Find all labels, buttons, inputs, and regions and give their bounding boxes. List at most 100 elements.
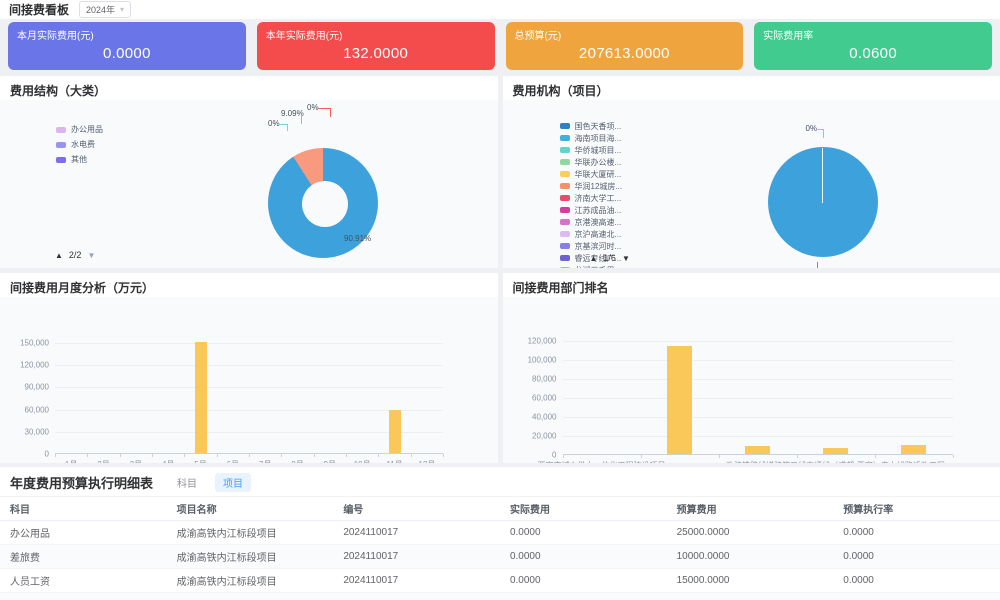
table-cell: 2024110017 xyxy=(333,592,500,600)
label-connector xyxy=(330,239,341,240)
axis-tick xyxy=(346,454,347,457)
legend-swatch xyxy=(559,171,570,177)
y-axis-tick-label: 60,000 xyxy=(24,405,49,415)
legend-swatch xyxy=(559,159,570,165)
project-pie-chart[interactable] xyxy=(767,147,878,257)
legend-label: 海南项目海... xyxy=(574,133,622,143)
legend-item[interactable]: 华润12城房... xyxy=(559,180,622,192)
legend-item[interactable]: 济南大学工... xyxy=(559,192,623,204)
table-row[interactable]: 人员工资 成渝高铁内江标段项目 2024110017 0.0000 15000.0000… xyxy=(0,568,1000,593)
gridline xyxy=(55,431,443,433)
x-axis-tick-label: 3月 xyxy=(130,459,142,463)
legend-label: 办公用品 xyxy=(71,125,103,134)
panel-title: 间接费用部门排名 xyxy=(512,281,609,295)
legend-item[interactable]: 国色天香项... xyxy=(559,120,623,132)
stat-card-label: 本年实际费用(元) xyxy=(265,31,343,42)
label-connector xyxy=(330,108,331,117)
legend-swatch xyxy=(56,156,66,163)
label-connector xyxy=(816,262,818,268)
legend-item[interactable]: 水电费 xyxy=(56,137,103,152)
stat-card-label: 实际费用率 xyxy=(763,31,814,42)
y-axis-tick-label: 120,000 xyxy=(527,336,557,346)
y-axis-tick-label: 80,000 xyxy=(532,374,557,384)
legend-pager: ▲ 2/2 ▼ xyxy=(55,250,95,260)
panel-expense-structure: 费用结构（大类） 办公用品 水电费 其他 0% 9.09% 0% 90.91% ▲ xyxy=(0,76,498,268)
legend-swatch xyxy=(559,147,570,153)
gridline xyxy=(562,378,953,380)
label-connector xyxy=(287,124,288,131)
gridline xyxy=(562,398,953,399)
axis-tick xyxy=(952,455,954,458)
axis-tick xyxy=(313,454,315,457)
stat-card-value: 132.0000 xyxy=(343,45,409,62)
x-axis-tick-label: 6月 xyxy=(227,459,239,463)
legend-item[interactable]: 海南项目海... xyxy=(559,132,623,144)
budget-detail-table-panel: 年度费用预算执行明细表 科目 项目 科目 项目名称 编号 实际费用 预算费用 预算执行率 … xyxy=(0,467,1000,600)
table-cell: 成渝高铁内江标段项目 xyxy=(166,544,334,569)
bar[interactable] xyxy=(901,444,926,454)
legend-label: 京沪高速北... xyxy=(574,229,622,239)
legend-swatch xyxy=(559,183,570,189)
page-title: 间接费看板 xyxy=(9,3,70,17)
table-cell: 人员工资 xyxy=(0,568,167,593)
legend-item[interactable]: 京沪高速北... xyxy=(559,228,623,240)
panel-body: 150,000 120,000 90,000 60,000 30,000 0 1月 2月 3月 4… xyxy=(0,297,498,463)
bar[interactable] xyxy=(667,345,692,454)
gridline xyxy=(55,387,443,389)
project-legend: 国色天香项... 海南项目海... 华侨城项目... 华联办公楼... 华联大厦研...… xyxy=(559,120,623,268)
label-connector xyxy=(330,229,331,239)
panel-body: 国色天香项... 海南项目海... 华侨城项目... 华联办公楼... 华联大厦研...… xyxy=(502,100,1000,268)
chevron-down-icon: ▾ xyxy=(120,4,125,14)
stat-card-year-actual: 本年实际费用(元) 132.0000 xyxy=(256,22,495,70)
legend-swatch xyxy=(559,195,570,201)
page-down-icon[interactable]: ▼ xyxy=(87,250,96,260)
tab-project[interactable]: 项目 xyxy=(215,473,252,492)
legend-item[interactable]: 睿远专线广... xyxy=(559,252,623,264)
label-connector xyxy=(822,129,824,138)
bar[interactable] xyxy=(194,342,207,453)
bar[interactable] xyxy=(388,410,401,453)
panel-body: 120,000 100,000 80,000 60,000 40,000 20,000 0西… xyxy=(502,297,1000,463)
legend-item[interactable]: 江苏成品油... xyxy=(559,204,623,216)
legend-swatch xyxy=(56,141,66,148)
table-row[interactable]: 办公用品 成渝高铁内江标段项目 2024110017 0.0000 25000.0000… xyxy=(0,520,1000,545)
legend-swatch xyxy=(559,255,570,261)
pie-slice-divider xyxy=(821,148,823,203)
page-up-icon[interactable]: ▲ xyxy=(55,250,63,260)
year-select-value: 2024年 xyxy=(86,5,116,15)
legend-swatch xyxy=(559,243,570,249)
legend-label: 江苏成品油... xyxy=(574,205,622,215)
legend-item[interactable]: 其他 xyxy=(56,152,103,167)
panel-title: 费用结构（大类） xyxy=(10,84,107,98)
table-title: 年度费用预算执行明细表 xyxy=(10,476,154,491)
year-select[interactable]: 2024年 ▾ xyxy=(79,1,132,18)
top-bar: 间接费看板 2024年 ▾ xyxy=(0,0,1000,19)
stat-card-label: 总预算(元) xyxy=(514,31,562,42)
label-connector xyxy=(279,124,287,125)
legend-item[interactable]: 京基滨河时... xyxy=(559,240,623,252)
panel-monthly-analysis: 间接费用月度分析（万元） 150,000 120,000 90,000 60,000 3… xyxy=(0,273,498,463)
legend-item[interactable]: 华侨城项目... xyxy=(559,144,623,156)
monthly-bar-chart: 150,000 120,000 90,000 60,000 30,000 0 1月 2月 3月 4… xyxy=(20,339,444,463)
page-down-icon[interactable]: ▼ xyxy=(621,253,630,263)
stat-card-label: 本月实际费用(元) xyxy=(17,31,94,42)
gridline xyxy=(562,436,953,437)
tab-subject[interactable]: 科目 xyxy=(177,479,198,490)
donut-hole xyxy=(302,181,348,227)
bar[interactable] xyxy=(745,445,770,454)
axis-tick xyxy=(874,455,876,458)
donut-label-0pct-left: 0% xyxy=(268,119,280,128)
table-row[interactable]: 差旅费 成渝高铁内江标段项目 2024110017 0.0000 10000.0000 0… xyxy=(0,544,1000,569)
legend-item[interactable]: 华联大厦研... xyxy=(559,168,623,180)
legend-item[interactable]: 办公用品 xyxy=(56,122,103,137)
gridline xyxy=(562,454,953,455)
page-indicator: 2/2 xyxy=(68,250,82,260)
page-up-icon[interactable]: ▲ xyxy=(589,253,598,263)
legend-item[interactable]: 京港澳高速... xyxy=(559,216,623,228)
legend-item[interactable]: 华联办公楼... xyxy=(559,156,623,168)
bar[interactable] xyxy=(823,447,848,454)
legend-item[interactable]: 龙湖三千里... xyxy=(559,264,623,268)
table-cell: 15000.0000 xyxy=(666,568,834,593)
gridline xyxy=(55,365,443,367)
table-row[interactable]: 水电费成渝高铁内江标段项目20241100170.00009929.00000.… xyxy=(0,592,1000,600)
